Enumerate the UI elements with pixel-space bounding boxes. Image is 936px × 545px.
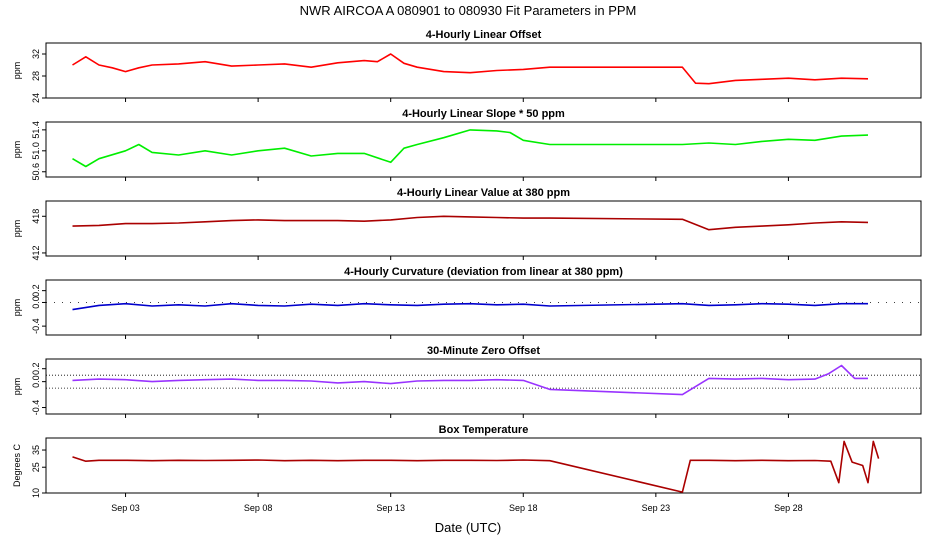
chart-main-title: NWR AIRCOA A 080901 to 080930 Fit Parame…	[300, 3, 637, 18]
y-tick-label: 418	[31, 209, 41, 224]
y-axis-label: Degrees C	[12, 443, 22, 487]
y-tick-label: 28	[31, 71, 41, 81]
panel-6: Box Temperature 10 25 35 Degrees C	[12, 424, 922, 498]
series-line	[72, 129, 869, 168]
panel-frame	[45, 42, 922, 99]
panel-title: 4-Hourly Curvature (deviation from linea…	[344, 266, 623, 278]
y-tick-label: -0.4	[31, 318, 41, 334]
y-tick-label: 32	[31, 49, 41, 59]
panel-title: 4-Hourly Linear Value at 380 ppm	[397, 187, 570, 199]
y-tick-label: 10	[31, 488, 41, 498]
panel-frame	[45, 200, 922, 257]
y-tick-label: 0.2	[31, 362, 41, 375]
y-axis-label: ppm	[12, 299, 22, 317]
panel-1: 4-Hourly Linear Offset 24 28 32 ppm	[12, 29, 922, 103]
x-tick-label: Sep 13	[376, 503, 405, 513]
x-tick-label: Sep 08	[244, 503, 273, 513]
panel-title: 4-Hourly Linear Offset	[426, 29, 542, 41]
y-tick-label: 412	[31, 245, 41, 260]
x-tick-label: Sep 18	[509, 503, 538, 513]
x-axis: Sep 03 Sep 08 Sep 13 Sep 18 Sep 23 Sep 28	[111, 503, 802, 513]
series-line	[72, 440, 880, 493]
x-tick-label: Sep 23	[642, 503, 671, 513]
panel-3: 4-Hourly Linear Value at 380 ppm 412 418 pp…	[12, 187, 922, 260]
panel-title: 30-Minute Zero Offset	[427, 345, 540, 357]
panel-frame	[45, 121, 922, 178]
series-line	[72, 215, 869, 231]
y-tick-label: 51.4	[31, 121, 41, 139]
y-tick-label: 0.0	[31, 296, 41, 309]
panel-frame	[45, 279, 922, 336]
y-tick-label: -0.4	[31, 400, 41, 416]
x-tick-label: Sep 28	[774, 503, 803, 513]
x-tick-label: Sep 03	[111, 503, 140, 513]
y-tick-label: 25	[31, 462, 41, 472]
y-tick-label: 0.0	[31, 375, 41, 388]
panel-frame	[45, 437, 922, 494]
panel-frame	[45, 358, 922, 415]
y-tick-label: 0.2	[31, 284, 41, 297]
y-axis-label: ppm	[12, 62, 22, 80]
panel-4: 4-Hourly Curvature (deviation from linea…	[12, 266, 922, 339]
panels-group: 4-Hourly Linear Offset242832ppm4-Hourly …	[12, 29, 922, 498]
series-line	[72, 364, 868, 396]
panel-5: 30-Minute Zero Offset -0.4 0.00.2 ppm	[12, 345, 922, 418]
series-line	[72, 302, 868, 311]
series-line	[72, 53, 869, 85]
y-axis-label: ppm	[12, 378, 22, 396]
y-tick-label: 50.6	[31, 163, 41, 181]
y-axis-label: ppm	[12, 141, 22, 159]
panel-title: 4-Hourly Linear Slope * 50 ppm	[402, 108, 565, 120]
x-axis-label: Date (UTC)	[435, 520, 501, 535]
panel-title: Box Temperature	[439, 424, 529, 436]
panel-2: 4-Hourly Linear Slope * 50 ppm 50.6 51.0 51…	[12, 108, 922, 181]
y-tick-label: 24	[31, 93, 41, 103]
y-tick-label: 35	[31, 445, 41, 455]
y-tick-label: 51.0	[31, 142, 41, 160]
y-axis-label: ppm	[12, 220, 22, 238]
